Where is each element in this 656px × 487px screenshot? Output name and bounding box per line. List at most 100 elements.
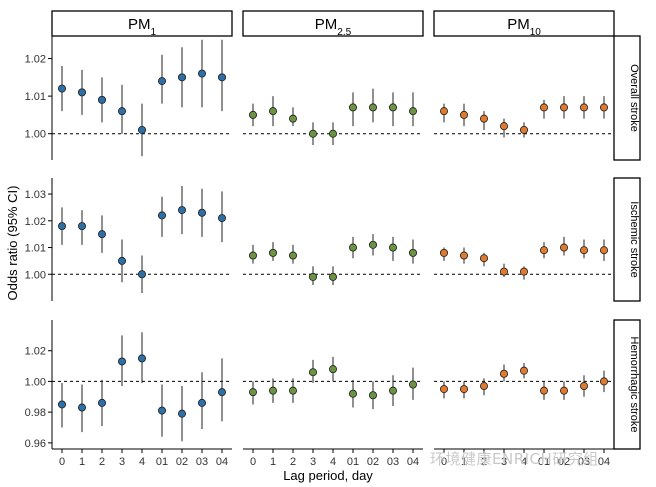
data-point xyxy=(268,248,277,257)
data-point xyxy=(197,208,206,217)
y-tick-label: 1.02 xyxy=(25,216,46,228)
data-point xyxy=(520,366,529,375)
data-point xyxy=(118,256,127,265)
data-point xyxy=(348,103,357,112)
data-point xyxy=(217,73,226,82)
data-point xyxy=(439,248,448,257)
data-point xyxy=(308,368,317,377)
data-point xyxy=(540,103,549,112)
data-point xyxy=(268,386,277,395)
x-tick-label: 03 xyxy=(578,456,590,468)
data-point xyxy=(177,206,186,215)
data-point xyxy=(479,382,488,391)
x-tick-label: 2 xyxy=(99,456,105,468)
column-strip-3 xyxy=(433,10,615,37)
data-point xyxy=(368,391,377,400)
x-tick-label: 1 xyxy=(270,456,276,468)
data-point xyxy=(368,240,377,249)
data-point xyxy=(288,251,297,260)
row-strip-label: Overall stroke xyxy=(628,64,640,132)
data-point xyxy=(499,369,508,378)
x-tick-label: 3 xyxy=(310,456,316,468)
data-point xyxy=(368,103,377,112)
x-tick-label: 02 xyxy=(558,456,570,468)
data-point xyxy=(348,243,357,252)
x-tick-label: 2 xyxy=(481,456,487,468)
row-strip-label: Hemorrhagic stroke xyxy=(628,337,640,433)
x-tick-label: 4 xyxy=(521,456,527,468)
data-point xyxy=(137,354,146,363)
data-point xyxy=(58,84,67,93)
column-strip-1 xyxy=(51,10,233,37)
x-tick-label: 1 xyxy=(461,456,467,468)
data-point xyxy=(177,409,186,418)
data-point xyxy=(248,388,257,397)
data-point xyxy=(600,246,609,255)
data-point xyxy=(580,103,589,112)
y-tick-label: 1.01 xyxy=(25,243,46,255)
data-point xyxy=(540,386,549,395)
x-tick-label: 04 xyxy=(216,456,228,468)
data-point xyxy=(479,114,488,123)
data-point xyxy=(78,88,87,97)
data-point xyxy=(328,129,337,138)
x-tick-label: 0 xyxy=(59,456,65,468)
x-tick-label: 2 xyxy=(290,456,296,468)
y-tick-label: 1.00 xyxy=(25,269,46,281)
data-point xyxy=(499,122,508,131)
data-point xyxy=(197,69,206,78)
data-point xyxy=(459,385,468,394)
data-point xyxy=(157,406,166,415)
data-point xyxy=(580,246,589,255)
data-point xyxy=(78,403,87,412)
data-point xyxy=(197,398,206,407)
x-tick-label: 01 xyxy=(156,456,168,468)
data-point xyxy=(58,400,67,409)
data-point xyxy=(388,103,397,112)
x-tick-label: 01 xyxy=(538,456,550,468)
data-point xyxy=(600,103,609,112)
data-point xyxy=(137,270,146,279)
row-strip-label: Ischemic stroke xyxy=(628,201,640,277)
data-point xyxy=(98,230,107,239)
data-point xyxy=(560,243,569,252)
data-point xyxy=(177,73,186,82)
data-point xyxy=(217,214,226,223)
y-tick-label: 1.02 xyxy=(25,54,46,66)
data-point xyxy=(118,107,127,116)
data-point xyxy=(328,365,337,374)
x-tick-label: 3 xyxy=(119,456,125,468)
data-point xyxy=(288,386,297,395)
data-point xyxy=(98,95,107,104)
x-tick-label: 01 xyxy=(347,456,359,468)
y-tick-label: 1.01 xyxy=(25,91,46,103)
x-tick-label: 0 xyxy=(441,456,447,468)
column-strip-label: PM1 xyxy=(128,16,157,38)
data-point xyxy=(157,211,166,220)
data-point xyxy=(459,110,468,119)
data-point xyxy=(408,248,417,257)
x-tick-label: 04 xyxy=(407,456,419,468)
column-strip-2 xyxy=(242,10,424,37)
watermark-text: 环境健康ENRICH研究组 xyxy=(430,450,599,468)
data-point xyxy=(439,107,448,116)
y-tick-label: 1.00 xyxy=(25,376,46,388)
data-point xyxy=(268,107,277,116)
data-point xyxy=(388,243,397,252)
x-tick-label: 03 xyxy=(196,456,208,468)
column-strip-label: PM2.5 xyxy=(315,16,352,38)
data-point xyxy=(217,388,226,397)
y-axis-title: Odds ratio (95% CI) xyxy=(5,186,20,301)
data-point xyxy=(308,129,317,138)
data-point xyxy=(58,222,67,231)
data-point xyxy=(600,377,609,386)
y-tick-label: 1.02 xyxy=(25,346,46,358)
data-point xyxy=(118,357,127,366)
data-point xyxy=(348,389,357,398)
x-tick-label: 4 xyxy=(139,456,145,468)
y-tick-label: 0.98 xyxy=(25,407,46,419)
data-point xyxy=(78,222,87,231)
x-tick-label: 1 xyxy=(79,456,85,468)
data-point xyxy=(520,267,529,276)
x-tick-label: 4 xyxy=(330,456,336,468)
